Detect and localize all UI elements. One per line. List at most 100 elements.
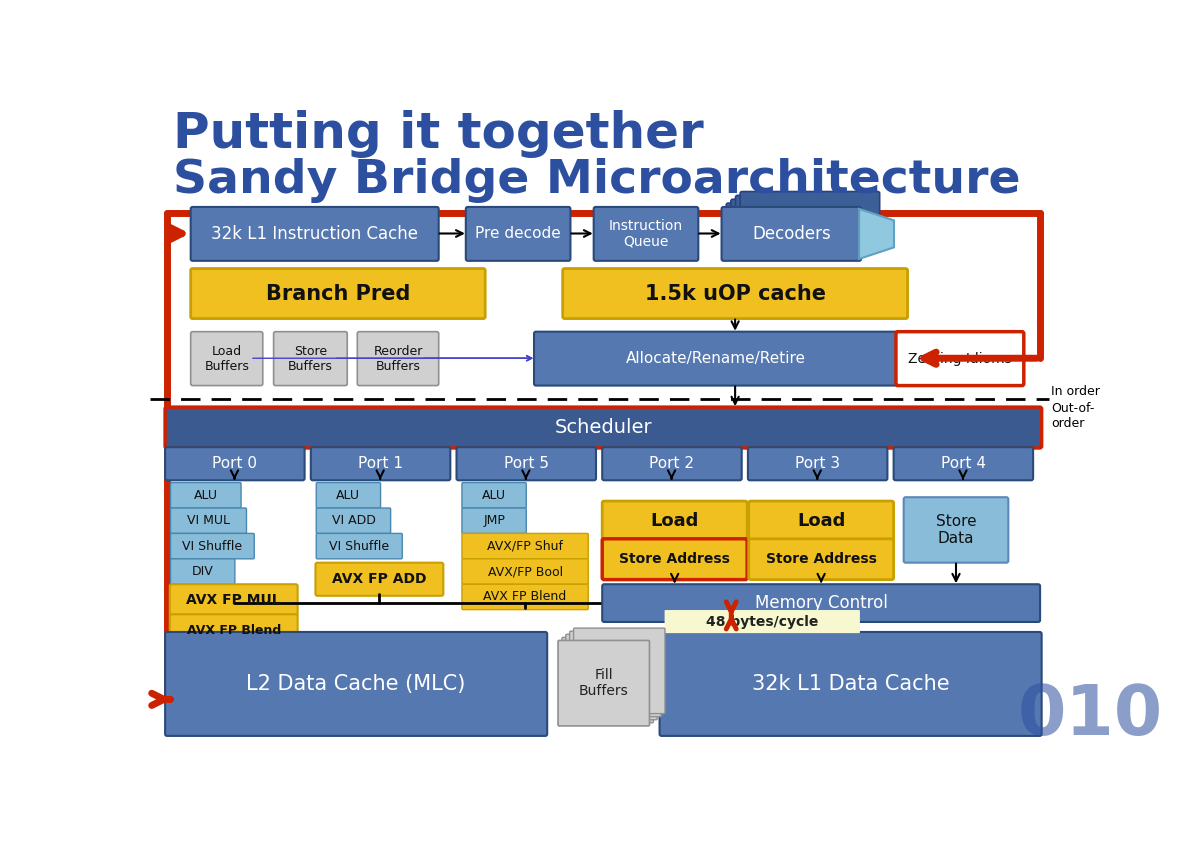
FancyBboxPatch shape — [466, 207, 570, 261]
FancyBboxPatch shape — [169, 614, 298, 646]
FancyBboxPatch shape — [562, 637, 653, 722]
FancyBboxPatch shape — [274, 332, 347, 386]
Text: JMP: JMP — [484, 514, 505, 528]
Text: Port 3: Port 3 — [796, 457, 840, 471]
FancyBboxPatch shape — [665, 610, 860, 634]
Text: Branch Pred: Branch Pred — [265, 284, 410, 304]
FancyBboxPatch shape — [558, 640, 649, 726]
Text: AVX FP ADD: AVX FP ADD — [332, 572, 427, 587]
Text: Sandy Bridge Microarchitecture: Sandy Bridge Microarchitecture — [173, 158, 1021, 203]
FancyBboxPatch shape — [748, 447, 888, 481]
Text: Port 1: Port 1 — [358, 457, 403, 471]
Text: Store Address: Store Address — [619, 552, 730, 566]
FancyBboxPatch shape — [170, 482, 241, 508]
FancyBboxPatch shape — [534, 332, 899, 386]
Text: VI Shuffle: VI Shuffle — [182, 540, 242, 552]
Text: Load
Buffers: Load Buffers — [204, 345, 250, 373]
FancyBboxPatch shape — [170, 534, 254, 559]
FancyBboxPatch shape — [311, 447, 450, 481]
FancyBboxPatch shape — [570, 631, 661, 716]
FancyBboxPatch shape — [594, 207, 698, 261]
Text: AVX FP Blend: AVX FP Blend — [484, 591, 566, 604]
Text: Port 4: Port 4 — [941, 457, 986, 471]
FancyBboxPatch shape — [894, 447, 1033, 481]
FancyBboxPatch shape — [462, 584, 588, 610]
FancyBboxPatch shape — [462, 559, 588, 584]
FancyBboxPatch shape — [462, 534, 588, 559]
FancyBboxPatch shape — [563, 268, 907, 319]
Text: Load: Load — [797, 511, 845, 530]
Text: Out-of-
order: Out-of- order — [1051, 402, 1094, 430]
Text: L2 Data Cache (MLC): L2 Data Cache (MLC) — [246, 674, 466, 694]
FancyBboxPatch shape — [166, 447, 305, 481]
FancyBboxPatch shape — [574, 628, 665, 714]
Text: Store Address: Store Address — [766, 552, 876, 566]
FancyBboxPatch shape — [191, 332, 263, 386]
Text: VI Shuffle: VI Shuffle — [329, 540, 389, 552]
FancyBboxPatch shape — [660, 632, 1042, 736]
FancyBboxPatch shape — [317, 534, 402, 559]
Text: AVX FP Blend: AVX FP Blend — [186, 623, 281, 637]
FancyBboxPatch shape — [602, 584, 1040, 622]
Text: 32k L1 Data Cache: 32k L1 Data Cache — [751, 674, 949, 694]
Text: AVX FP MUL: AVX FP MUL — [186, 593, 281, 607]
Text: 1.5k uOP cache: 1.5k uOP cache — [644, 284, 826, 304]
FancyBboxPatch shape — [317, 482, 380, 508]
Text: Decoders: Decoders — [752, 225, 830, 243]
Polygon shape — [859, 209, 894, 259]
Text: Fill
Buffers: Fill Buffers — [578, 668, 629, 699]
FancyBboxPatch shape — [462, 508, 527, 534]
FancyBboxPatch shape — [191, 268, 485, 319]
FancyBboxPatch shape — [602, 539, 748, 580]
Text: Port 0: Port 0 — [212, 457, 257, 471]
FancyBboxPatch shape — [749, 539, 894, 580]
FancyBboxPatch shape — [358, 332, 439, 386]
Text: 32k L1 Instruction Cache: 32k L1 Instruction Cache — [211, 225, 418, 243]
Text: Memory Control: Memory Control — [755, 594, 888, 612]
FancyBboxPatch shape — [602, 447, 742, 481]
FancyBboxPatch shape — [456, 447, 596, 481]
Text: In order: In order — [1051, 385, 1100, 398]
Text: Zeroing Idioms: Zeroing Idioms — [908, 351, 1012, 366]
Text: DIV: DIV — [192, 565, 214, 578]
FancyBboxPatch shape — [462, 482, 527, 508]
FancyBboxPatch shape — [166, 632, 547, 736]
FancyBboxPatch shape — [736, 196, 875, 250]
Text: AVX/FP Shuf: AVX/FP Shuf — [487, 540, 563, 552]
Text: Pre decode: Pre decode — [475, 227, 562, 241]
Text: AVX/FP Bool: AVX/FP Bool — [487, 565, 563, 578]
Text: Port 5: Port 5 — [504, 457, 548, 471]
FancyBboxPatch shape — [565, 634, 658, 720]
FancyBboxPatch shape — [170, 559, 235, 584]
FancyBboxPatch shape — [317, 508, 391, 534]
Text: ALU: ALU — [482, 489, 506, 502]
Text: Store
Buffers: Store Buffers — [288, 345, 332, 373]
FancyBboxPatch shape — [726, 203, 865, 257]
Text: ALU: ALU — [336, 489, 360, 502]
FancyBboxPatch shape — [721, 207, 862, 261]
Text: Scheduler: Scheduler — [554, 418, 652, 437]
Text: 010: 010 — [1018, 682, 1163, 749]
Text: Store
Data: Store Data — [936, 514, 977, 546]
Text: ALU: ALU — [194, 489, 218, 502]
Text: Instruction
Queue: Instruction Queue — [608, 219, 683, 249]
FancyBboxPatch shape — [731, 199, 870, 253]
Text: VI MUL: VI MUL — [187, 514, 230, 528]
Text: Allocate/Rename/Retire: Allocate/Rename/Retire — [626, 351, 806, 366]
Text: Load: Load — [650, 511, 698, 530]
FancyBboxPatch shape — [904, 498, 1008, 563]
FancyBboxPatch shape — [749, 501, 894, 540]
FancyBboxPatch shape — [740, 192, 880, 245]
Text: VI ADD: VI ADD — [331, 514, 376, 528]
FancyBboxPatch shape — [191, 207, 439, 261]
Text: Reorder
Buffers: Reorder Buffers — [373, 345, 422, 373]
Text: Port 2: Port 2 — [649, 457, 695, 471]
FancyBboxPatch shape — [316, 563, 443, 596]
FancyBboxPatch shape — [169, 584, 298, 616]
FancyBboxPatch shape — [602, 501, 748, 540]
FancyBboxPatch shape — [170, 508, 246, 534]
FancyBboxPatch shape — [166, 407, 1042, 448]
FancyBboxPatch shape — [896, 332, 1024, 386]
Text: Putting it together: Putting it together — [173, 110, 704, 158]
Text: 48 bytes/cycle: 48 bytes/cycle — [706, 615, 818, 628]
